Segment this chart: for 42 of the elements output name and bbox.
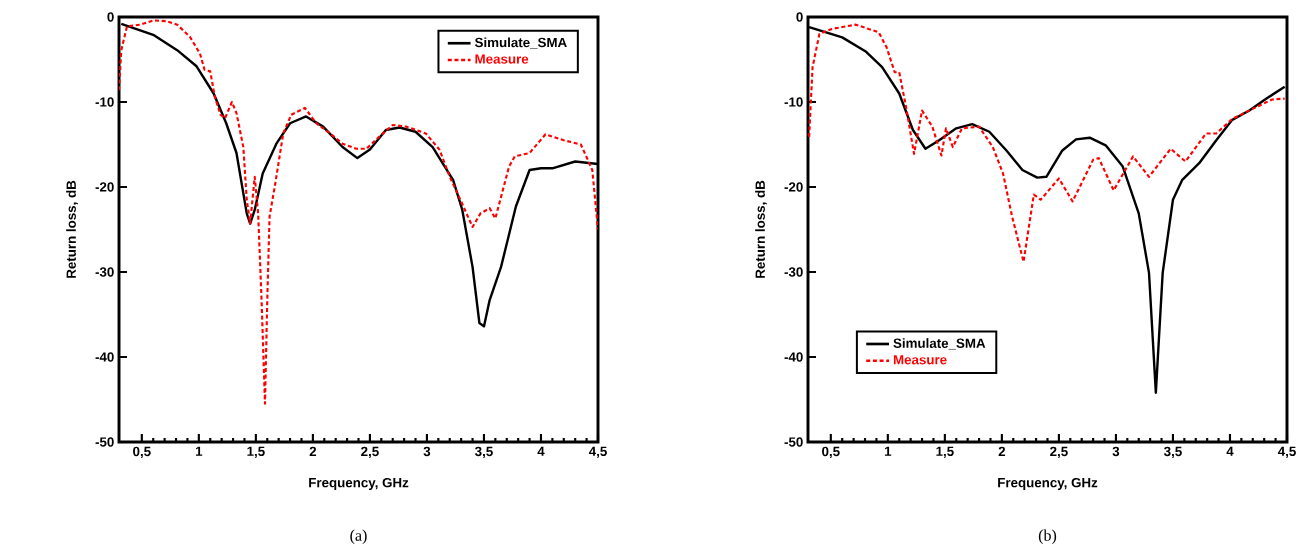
y-tick-label: 0	[107, 12, 114, 22]
y-tick-label: -30	[784, 267, 803, 277]
x-tick-label: 3	[1112, 446, 1120, 457]
y-tick-label: -20	[784, 182, 803, 192]
x-tick-label: 2,5	[1050, 446, 1068, 459]
y-axis-title: Return loss, dB	[66, 180, 78, 278]
x-tick-label: 4,5	[588, 446, 607, 458]
x-tick-label: 1,5	[936, 446, 954, 458]
y-tick-label: -40	[95, 352, 114, 362]
x-tick-label: 4,5	[1277, 446, 1296, 458]
y-tick-label: -30	[95, 267, 114, 277]
line-series	[119, 19, 598, 405]
x-tick-label: 0,5	[133, 446, 151, 459]
y-tick-label: -40	[784, 352, 803, 362]
y-tick-label: -50	[784, 437, 803, 447]
legend-label: Simulate_SMA	[893, 338, 986, 350]
y-axis-title: Return loss, dB	[755, 180, 767, 278]
x-axis-title: Frequency, GHz	[309, 477, 409, 490]
x-tick-label: 1,5	[247, 446, 265, 458]
x-tick-label: 2	[309, 446, 317, 457]
x-tick-label: 3	[423, 446, 431, 457]
x-tick-label: 4	[537, 446, 545, 456]
x-tick-label: 4	[1226, 446, 1234, 456]
legend-label: Simulate_SMA	[474, 37, 567, 49]
x-tick-label: 1	[195, 446, 203, 456]
x-axis-title: Frequency, GHz	[998, 477, 1098, 490]
y-tick-label: 0	[796, 12, 803, 22]
text: (b)	[1038, 529, 1057, 545]
x-tick-label: 3,5	[475, 446, 493, 459]
legend-label: Measure	[475, 54, 529, 64]
x-tick-label: 2	[998, 446, 1006, 457]
y-tick-label: -50	[95, 437, 114, 447]
text: (a)	[350, 529, 367, 545]
y-tick-label: -20	[95, 182, 114, 192]
legend-label: Measure	[893, 355, 947, 365]
y-tick-label: -10	[784, 97, 803, 107]
y-tick-label: -10	[95, 97, 114, 107]
x-tick-label: 1	[884, 446, 892, 456]
x-tick-label: 0,5	[822, 446, 840, 459]
line-series	[808, 23, 1286, 263]
x-tick-label: 3,5	[1163, 446, 1182, 459]
x-tick-label: 2,5	[361, 446, 379, 459]
